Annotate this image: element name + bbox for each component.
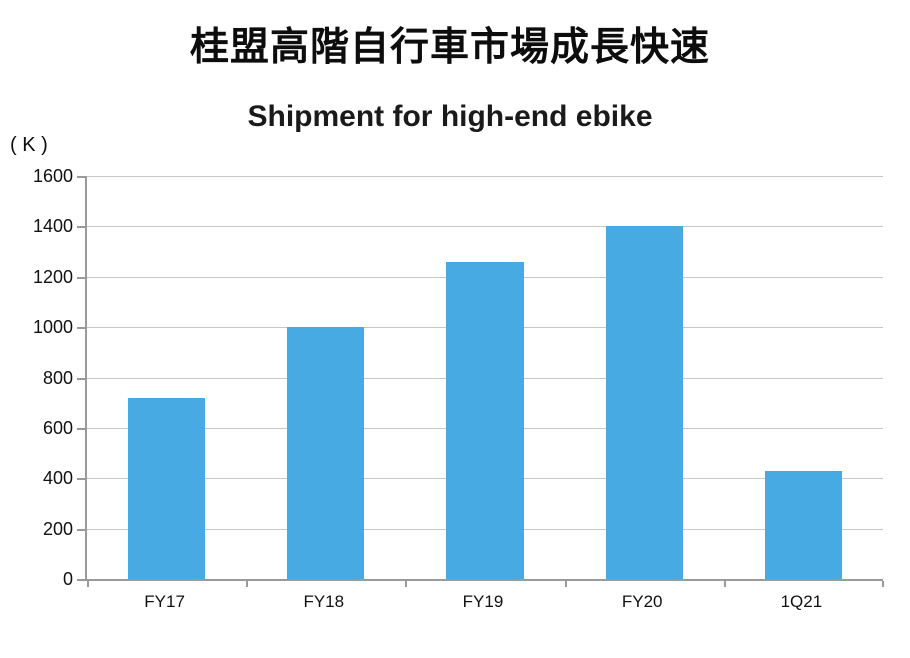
y-axis-tick — [77, 276, 85, 279]
gridline — [87, 176, 883, 177]
y-axis-tick-label: 0 — [62, 569, 73, 589]
bar-FY20 — [605, 226, 683, 579]
y-axis-tick-label: 1600 — [32, 166, 73, 186]
x-axis-tick — [723, 581, 726, 587]
x-axis-tick-label: FY17 — [144, 592, 185, 611]
bar-FY17 — [127, 397, 206, 579]
y-axis-tick-label: 1200 — [32, 266, 73, 287]
y-axis-tick — [77, 176, 85, 178]
y-axis-tick — [77, 327, 85, 330]
y-axis-tick-label: 800 — [42, 367, 73, 388]
page-title: 桂盟高階自行車市場成長快速 — [189, 26, 710, 69]
y-axis-labels: 0 200 400 600 800 1000 1200 1400 1600 — [0, 167, 73, 588]
x-axis-tick-label: 1Q21 — [780, 592, 823, 611]
x-axis-tick-label: FY18 — [303, 592, 345, 611]
x-axis-tick — [246, 581, 249, 587]
y-axis-tick-label: 400 — [42, 468, 73, 489]
y-axis-tick-label: 200 — [42, 518, 73, 539]
y-axis-tick — [77, 427, 85, 430]
bar-FY19 — [446, 261, 524, 579]
x-axis-tick-label: FY20 — [621, 592, 663, 611]
y-axis-tick — [77, 377, 85, 380]
x-axis-tick — [882, 581, 884, 587]
x-axis-tick-label: FY19 — [462, 592, 504, 611]
y-axis-tick — [77, 528, 85, 531]
x-axis-labels: FY17 FY18 FY19 FY20 1Q21 — [85, 592, 881, 618]
gridline — [87, 226, 883, 228]
y-axis-tick — [77, 579, 85, 581]
y-axis-tick — [77, 226, 85, 229]
x-axis-tick — [87, 581, 89, 587]
bar-1Q21 — [764, 470, 842, 579]
bar-FY18 — [287, 327, 365, 579]
chart-title: Shipment for high-end ebike — [247, 100, 653, 133]
x-axis-tick — [405, 581, 408, 587]
y-axis-tick — [77, 478, 85, 481]
y-axis-unit-label: ( K ) — [10, 134, 48, 156]
y-axis-tick-label: 1000 — [32, 317, 73, 338]
x-axis-tick — [564, 581, 567, 587]
plot-area — [77, 176, 884, 587]
y-axis-tick-label: 1400 — [32, 216, 73, 237]
y-axis-tick-label: 600 — [42, 417, 73, 438]
